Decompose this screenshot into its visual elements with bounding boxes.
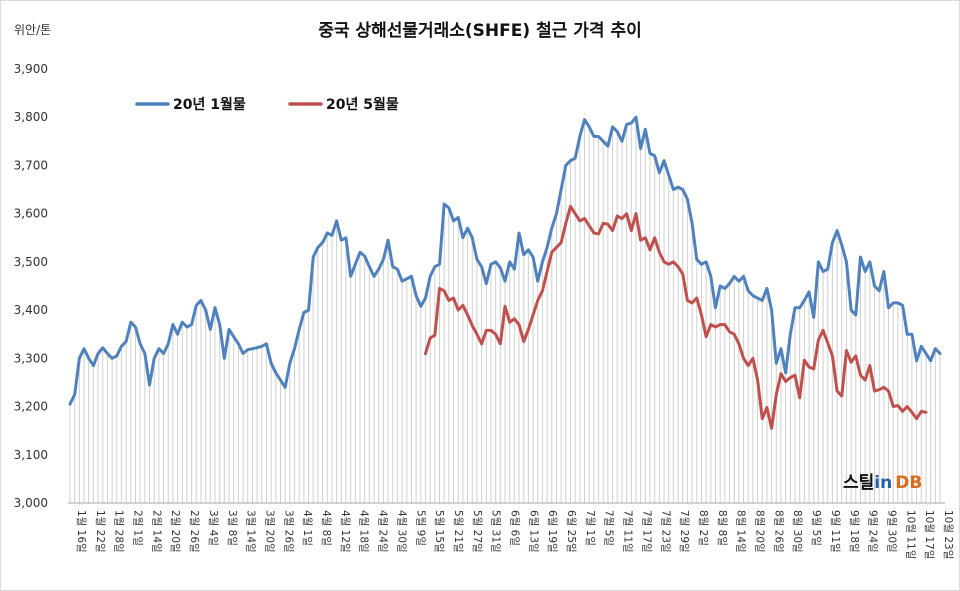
y-tick-label: 3,600 <box>14 207 48 221</box>
x-tick-label: 6월 13일 <box>527 510 540 553</box>
x-tick-label: 4월 30일 <box>395 510 408 553</box>
x-tick-label: 10월 17일 <box>923 510 936 559</box>
x-tick-label: 6월 6일 <box>509 510 522 546</box>
x-tick-label: 1월 16일 <box>75 510 88 553</box>
x-tick-label: 7월 17일 <box>640 510 653 553</box>
logo-text-mid: in <box>874 473 892 493</box>
x-tick-label: 7월 5일 <box>603 510 616 546</box>
drop-lines <box>69 117 941 503</box>
x-tick-label: 4월 18일 <box>358 510 371 553</box>
x-tick-label: 7월 1일 <box>584 510 597 546</box>
x-tick-label: 2월 14일 <box>150 510 163 553</box>
x-tick-label: 8월 8일 <box>716 510 729 546</box>
y-tick-label: 3,200 <box>14 400 48 414</box>
x-tick-label: 5월 31일 <box>490 510 503 553</box>
series-line-0 <box>68 115 942 406</box>
x-tick-label: 5월 27일 <box>471 510 484 553</box>
x-tick-label: 10월 23일 <box>942 510 955 559</box>
x-tick-label: 9월 5일 <box>810 510 823 546</box>
x-tick-label: 4월 12일 <box>339 510 352 553</box>
chart-title: 중국 상해선물거래소(SHFE) 철근 가격 추이 <box>318 21 642 41</box>
x-tick-label: 1월 22일 <box>94 510 107 553</box>
x-tick-label: 1월 28일 <box>113 510 126 553</box>
legend-label-may: 20년 5월물 <box>326 96 399 113</box>
y-tick-label: 3,100 <box>14 448 48 462</box>
x-tick-label: 8월 30일 <box>791 510 804 553</box>
y-tick-label: 3,800 <box>14 110 48 124</box>
x-tick-label: 2월 26일 <box>188 510 201 553</box>
series-line-1 <box>423 204 928 430</box>
logo-text-suffix: DB <box>895 473 922 493</box>
x-tick-label: 7월 11일 <box>622 510 635 553</box>
y-tick-label: 3,000 <box>14 496 48 510</box>
x-axis-ticks: 1월 16일 1월 22일 1월 28일 2월 1일 2월 14일 2월 20일 2월 26… <box>75 510 955 559</box>
x-tick-label: 2월 1일 <box>132 510 145 546</box>
x-tick-label: 4월 24일 <box>377 510 390 553</box>
x-tick-label: 5월 15일 <box>433 510 446 553</box>
x-tick-label: 7월 29일 <box>678 510 691 553</box>
steelin-db-logo: 스틸in DB <box>843 472 922 493</box>
x-tick-label: 3월 26일 <box>282 510 295 553</box>
y-tick-label: 3,700 <box>14 158 48 172</box>
x-tick-label: 5월 21일 <box>452 510 465 553</box>
x-tick-label: 4월 1일 <box>301 510 314 546</box>
x-tick-label: 7월 23일 <box>659 510 672 553</box>
series-lines <box>68 115 942 430</box>
x-tick-label: 6월 19일 <box>546 510 559 553</box>
logo-text-prefix: 스틸 <box>843 472 874 493</box>
x-tick-label: 8월 20일 <box>754 510 767 553</box>
x-tick-label: 6월 25일 <box>565 510 578 553</box>
x-tick-label: 3월 20일 <box>264 510 277 553</box>
y-axis-unit-label: 위안/톤 <box>14 23 51 37</box>
y-tick-label: 3,300 <box>14 351 48 365</box>
x-tick-label: 8월 26일 <box>772 510 785 553</box>
x-tick-label: 9월 24일 <box>867 510 880 553</box>
x-tick-label: 3월 14일 <box>245 510 258 553</box>
x-tick-label: 9월 11일 <box>829 510 842 553</box>
x-tick-label: 3월 4일 <box>207 510 220 546</box>
x-tick-label: 10월 11일 <box>904 510 917 559</box>
y-tick-label: 3,500 <box>14 255 48 269</box>
legend: 20년 1월물 20년 5월물 <box>135 96 399 113</box>
x-tick-label: 3월 8일 <box>226 510 239 546</box>
y-tick-label: 3,400 <box>14 303 48 317</box>
legend-label-jan: 20년 1월물 <box>173 96 246 113</box>
x-tick-label: 9월 18일 <box>848 510 861 553</box>
y-tick-label: 3,900 <box>14 62 48 76</box>
x-tick-label: 4월 8일 <box>320 510 333 546</box>
x-tick-label: 2월 20일 <box>169 510 182 553</box>
x-tick-label: 8월 14일 <box>735 510 748 553</box>
x-tick-label: 5월 9일 <box>414 510 427 546</box>
x-tick-label: 8월 2일 <box>697 510 710 546</box>
x-tick-label: 9월 30일 <box>886 510 899 553</box>
y-axis-ticks: 3,000 3,100 3,200 3,300 3,400 3,500 3,600 3,700… <box>14 62 48 510</box>
